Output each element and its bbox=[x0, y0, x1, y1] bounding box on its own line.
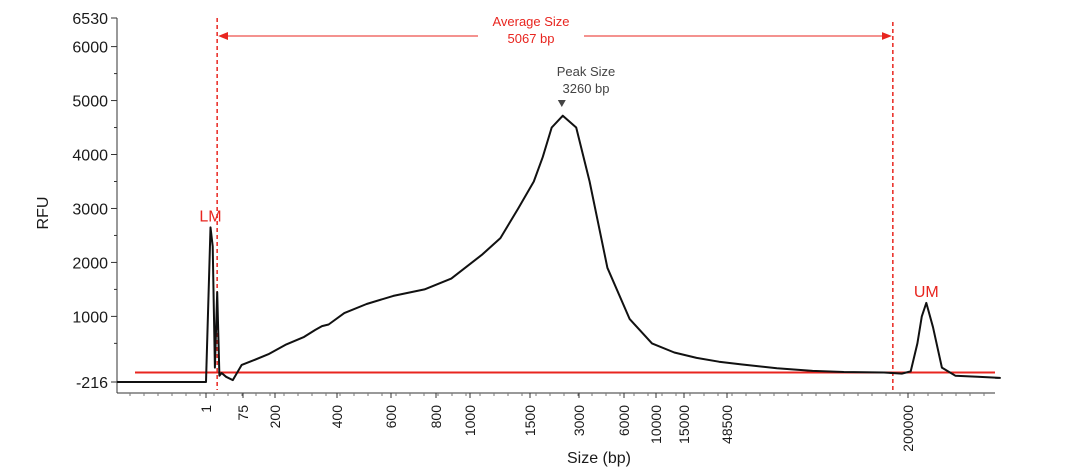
x-tick-label: 3000 bbox=[571, 405, 587, 436]
x-ticks: 1 75 200 400 600 800 1000 1500 3000 6000 10000 1500… bbox=[129, 393, 985, 452]
average-size-value: 5067 bp bbox=[508, 31, 555, 46]
y-tick-label: 2000 bbox=[72, 255, 108, 272]
y-tick-label: -216 bbox=[76, 375, 108, 392]
x-tick-label: 800 bbox=[428, 405, 444, 429]
average-size-label: Average Size bbox=[492, 14, 569, 29]
y-tick-label: 3000 bbox=[72, 201, 108, 218]
y-tick-label: 6000 bbox=[72, 40, 108, 57]
marker-label-um: UM bbox=[914, 284, 939, 301]
y-tick-label: 5000 bbox=[72, 94, 108, 111]
x-tick-label: 15000 bbox=[676, 405, 692, 444]
x-tick-label: 200 bbox=[267, 405, 283, 429]
y-tick-label: 6530 bbox=[72, 11, 108, 28]
marker-label-lm: LM bbox=[199, 208, 221, 225]
y-tick-label: 4000 bbox=[72, 148, 108, 165]
peak-size-label: Peak Size bbox=[557, 64, 616, 79]
peak-pointer-icon bbox=[557, 100, 566, 107]
x-tick-label: 6000 bbox=[616, 405, 632, 436]
x-tick-label: 400 bbox=[329, 405, 345, 429]
x-tick-label: 1500 bbox=[522, 405, 538, 436]
average-size-label-bg bbox=[478, 10, 584, 50]
y-tick-label: 1000 bbox=[72, 309, 108, 326]
x-tick-label: 10000 bbox=[648, 405, 664, 444]
x-tick-label: 1000 bbox=[462, 405, 478, 436]
peak-size-value: 3260 bp bbox=[563, 81, 610, 96]
x-tick-label: 600 bbox=[383, 405, 399, 429]
x-tick-label: 48500 bbox=[719, 405, 735, 444]
x-tick-label: 1 bbox=[198, 405, 214, 413]
x-tick-label: 200000 bbox=[900, 405, 916, 452]
y-axis-title: RFU bbox=[35, 197, 52, 230]
series-electropherogram bbox=[117, 114, 1001, 383]
x-axis-title: Size (bp) bbox=[567, 450, 631, 467]
y-ticks: 6530 6000 5000 4000 3000 2000 1000 -216 bbox=[72, 11, 117, 392]
x-tick-label: 75 bbox=[235, 405, 251, 421]
marker-labels: LM UM bbox=[199, 208, 938, 301]
smear-region bbox=[216, 18, 894, 390]
